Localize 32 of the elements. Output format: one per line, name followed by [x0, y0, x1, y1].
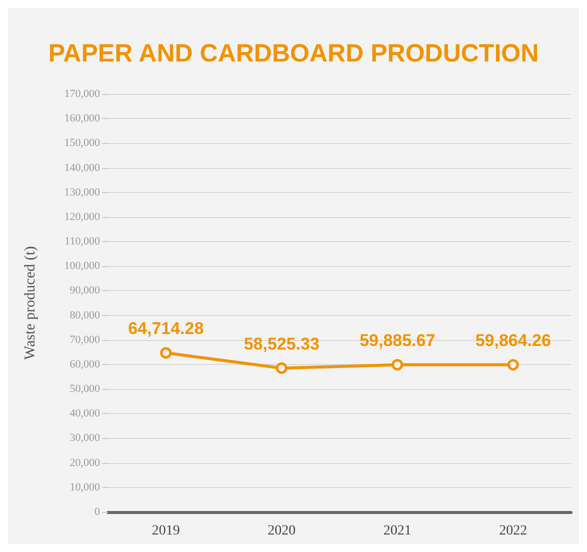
text: 59,885.67 — [360, 331, 436, 350]
y-tick-label: 110,000 — [64, 236, 100, 248]
point — [276, 362, 288, 374]
y-tick-label: 60,000 — [70, 358, 100, 370]
text: 59,864.26 — [475, 331, 551, 350]
x-tick-label: 2022 — [499, 524, 528, 538]
y-tick-label: 120,000 — [64, 210, 100, 223]
text: 64,714.28 — [128, 319, 204, 338]
y-tick-label: 130,000 — [64, 186, 100, 198]
y-tick-label: 30,000 — [70, 432, 100, 444]
y-tick-label: 40,000 — [70, 408, 100, 420]
y-tick-label: 160,000 — [64, 112, 100, 125]
y-tick-label: 100,000 — [64, 260, 100, 272]
y-tick-label: 80,000 — [70, 309, 100, 322]
point — [507, 359, 519, 371]
chart-title: PAPER AND CARDBOARD PRODUCTION — [48, 40, 539, 68]
y-tick-label: 10,000 — [70, 481, 100, 494]
y-tick-label: 170,000 — [64, 88, 100, 100]
point — [160, 347, 172, 359]
y-tick-label: 50,000 — [70, 383, 100, 396]
y-tick-label: 0 — [94, 506, 100, 518]
y-tick-label: 140,000 — [64, 162, 100, 174]
y-tick-label: 20,000 — [70, 456, 100, 469]
point — [392, 359, 404, 370]
x-tick-label: 2019 — [152, 524, 180, 538]
y-tick-label: 70,000 — [70, 334, 100, 346]
y-tick-label: 90,000 — [70, 284, 100, 297]
y-axis-title: Waste produced (t) — [22, 246, 38, 360]
y-tick-label: 150,000 — [64, 137, 100, 150]
x-tick-label: 2021 — [383, 524, 412, 538]
text: 58,525.33 — [244, 334, 320, 354]
x-tick-label: 2020 — [268, 524, 296, 538]
